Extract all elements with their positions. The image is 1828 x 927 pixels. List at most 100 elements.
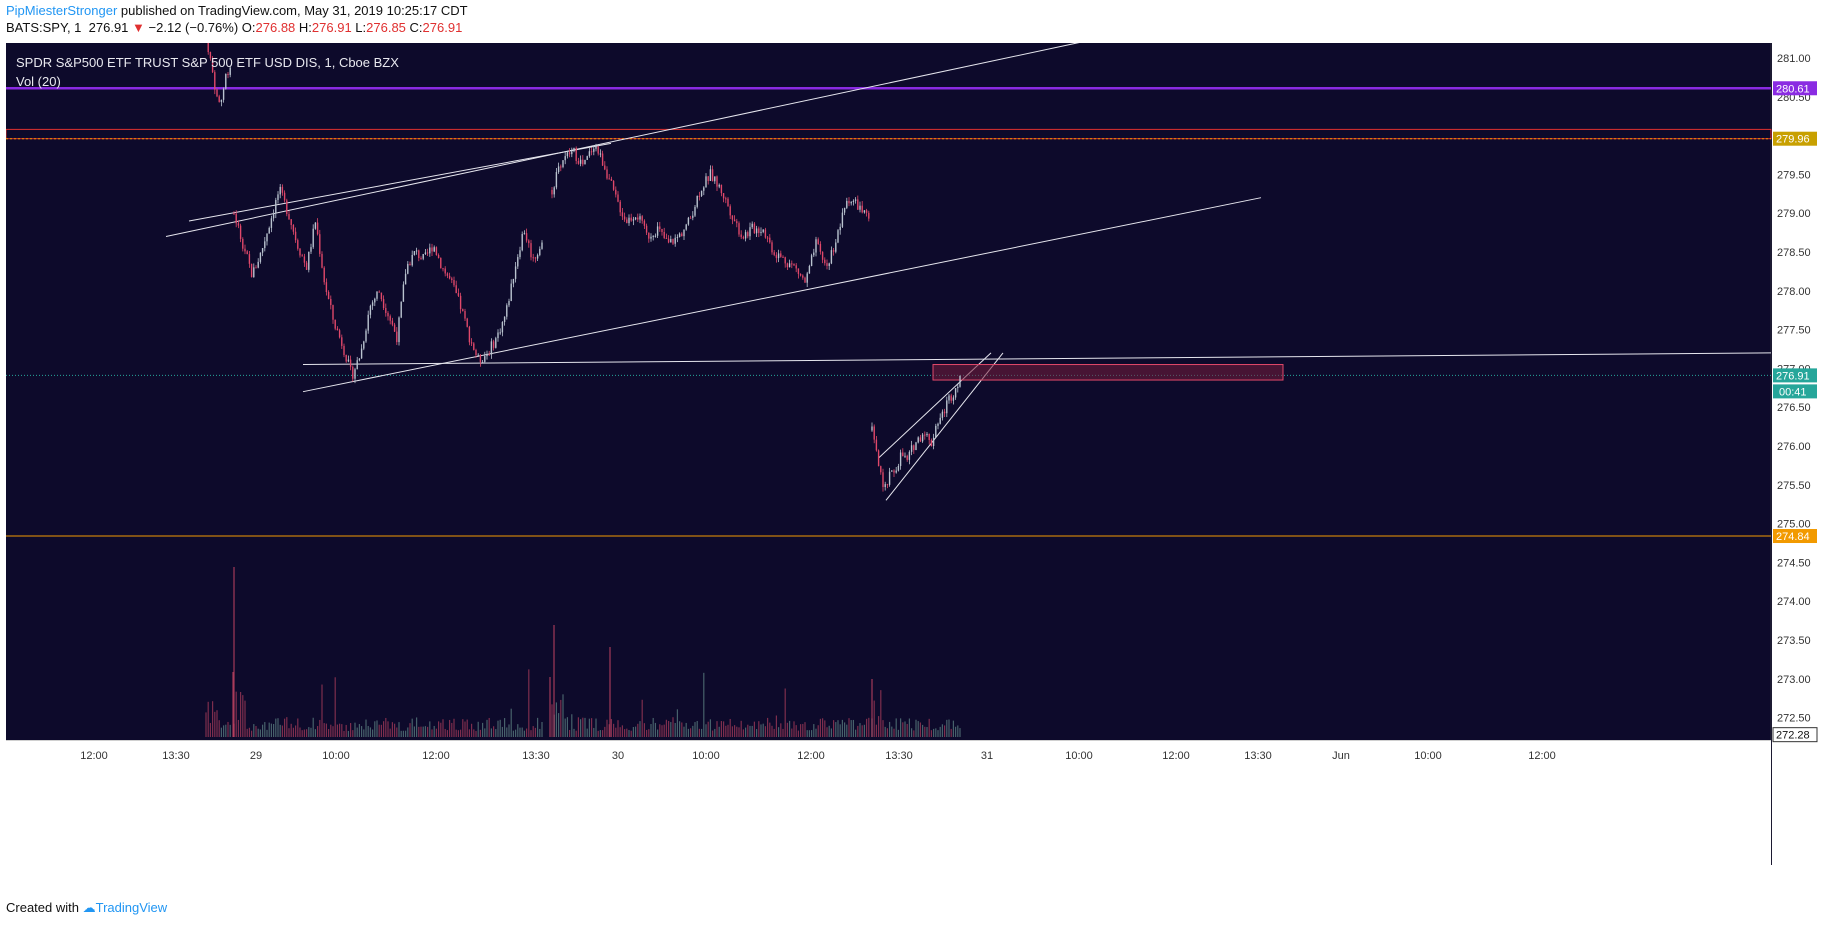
candle-body	[733, 219, 736, 222]
candle-body	[440, 258, 442, 269]
volume-bar	[751, 725, 753, 737]
volume-bar	[464, 721, 466, 737]
volume-bar	[608, 724, 610, 737]
volume-bar	[813, 724, 815, 737]
last-price: 276.91	[88, 20, 129, 35]
volume-bar	[946, 719, 948, 737]
volume-bar	[855, 729, 857, 737]
candle-body	[553, 187, 555, 195]
volume-bar	[273, 724, 275, 737]
volume-bar	[828, 725, 830, 737]
price-chart[interactable]: 281.00280.50280.00279.50279.00278.50278.…	[6, 43, 1818, 865]
candle-body	[371, 302, 374, 306]
volume-bar	[277, 718, 279, 737]
x-tick-label: 10:00	[1065, 750, 1093, 762]
candle-body	[579, 159, 582, 164]
volume-bar	[270, 723, 272, 737]
candle-body	[347, 359, 350, 362]
volume-bar	[555, 702, 557, 737]
candle-body	[378, 291, 380, 293]
volume-bar	[242, 695, 244, 737]
candle-body	[229, 67, 231, 75]
candle-body	[345, 354, 347, 362]
tradingview-link[interactable]: TradingView	[95, 900, 168, 915]
volume-bar	[873, 700, 875, 737]
volume-bar	[769, 722, 771, 737]
volume-bar	[866, 718, 868, 737]
volume-bar	[944, 725, 946, 737]
volume-bar	[530, 730, 532, 737]
volume-bar	[604, 726, 606, 737]
volume-bar	[407, 727, 409, 737]
volume-bar	[705, 724, 707, 737]
volume-bar	[922, 724, 924, 737]
volume-bar	[668, 720, 670, 737]
volume-bar	[950, 728, 952, 737]
candle-body	[687, 217, 690, 225]
candle-body	[354, 369, 356, 379]
volume-bar	[237, 719, 239, 737]
candle-body	[871, 426, 873, 431]
volume-bar	[839, 724, 841, 737]
candle-body	[521, 234, 523, 251]
volume-bar	[564, 718, 566, 737]
x-tick-label: 13:30	[162, 750, 190, 762]
volume-bar	[504, 718, 506, 737]
volume-bar	[336, 724, 338, 737]
candle-body	[654, 235, 657, 237]
volume-spike	[871, 679, 873, 737]
volume-bar	[551, 704, 553, 737]
candle-body	[297, 240, 299, 249]
volume-bar	[394, 723, 396, 737]
volume-bar	[926, 727, 928, 737]
volume-bar	[499, 719, 501, 737]
candle-body	[321, 253, 323, 268]
candle-body	[810, 255, 813, 266]
candle-body	[766, 237, 769, 239]
candle-body	[784, 257, 786, 264]
candle-body	[744, 232, 747, 239]
candle-body	[365, 330, 367, 342]
volume-bar	[915, 719, 917, 737]
volume-bar	[681, 722, 683, 737]
volume-indicator-label[interactable]: Vol (20)	[16, 74, 61, 89]
candle-body	[913, 445, 915, 451]
volume-bar	[205, 712, 207, 737]
candle-body	[564, 156, 566, 161]
candle-body	[932, 437, 935, 446]
volume-bar	[582, 717, 584, 737]
author-link[interactable]: PipMiesterStronger	[6, 3, 118, 18]
candle-body	[910, 445, 913, 452]
volume-bar	[893, 728, 895, 737]
candle-body	[773, 252, 775, 255]
candle-body	[426, 252, 429, 254]
volume-bar	[341, 724, 343, 737]
volume-bar	[325, 723, 327, 737]
candle-body	[891, 470, 893, 472]
candle-body	[795, 265, 797, 269]
candle-body	[736, 221, 738, 224]
volume-bar	[643, 723, 645, 737]
volume-bar	[797, 730, 799, 737]
candle-body	[832, 250, 835, 252]
volume-bar	[789, 720, 791, 737]
candle-body	[327, 291, 330, 300]
candle-body	[225, 73, 227, 89]
high-label: H:	[298, 20, 312, 35]
candle-body	[330, 299, 332, 306]
volume-bar	[383, 721, 385, 737]
candle-body	[264, 241, 266, 249]
candle-body	[641, 216, 643, 221]
volume-bar	[731, 726, 733, 737]
candle-body	[908, 451, 911, 460]
candle-body	[751, 223, 753, 228]
volume-bar	[455, 729, 457, 737]
volume-bar	[418, 726, 420, 737]
candle-body	[753, 223, 756, 234]
volume-bar	[806, 730, 808, 737]
volume-bar	[632, 727, 634, 737]
volume-bar	[539, 728, 541, 737]
volume-bar	[506, 727, 508, 737]
candle-body	[207, 43, 209, 52]
chart-panel[interactable]: 281.00280.50280.00279.50279.00278.50278.…	[6, 43, 1818, 865]
